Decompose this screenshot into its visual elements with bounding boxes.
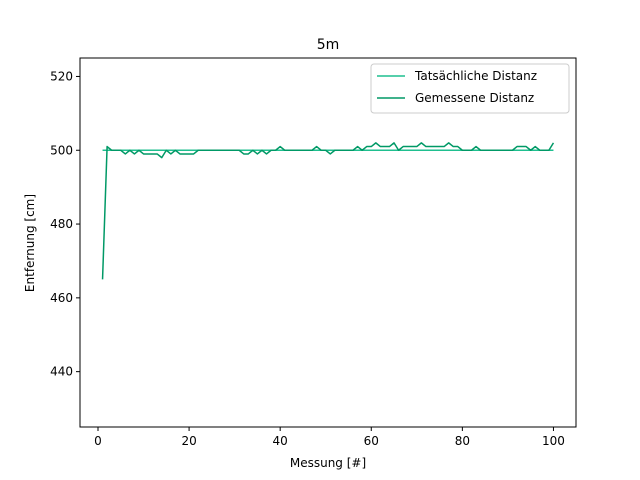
- x-tick-label: 0: [94, 434, 102, 448]
- legend-box: [370, 63, 570, 114]
- y-tick-label: 440: [50, 365, 73, 379]
- x-tick-label: 20: [181, 434, 196, 448]
- y-tick-label: 480: [50, 217, 73, 231]
- x-axis-label: Messung [#]: [290, 456, 366, 470]
- series-line-2: [101, 142, 555, 280]
- y-axis-label: Entfernung [cm]: [23, 194, 37, 292]
- plot-frame: [79, 57, 577, 428]
- legend: Tatsächliche Distanz Gemessene Distanz: [370, 63, 570, 114]
- x-tick-label: 60: [364, 434, 379, 448]
- y-tick-label: 460: [50, 291, 73, 305]
- x-tick-label: 40: [273, 434, 288, 448]
- plot-lines: [101, 142, 555, 280]
- x-tick-label: 100: [542, 434, 565, 448]
- legend-label-2: Gemessene Distanz: [415, 91, 534, 105]
- chart-title: 5m: [317, 37, 340, 53]
- x-tick-label: 80: [455, 434, 470, 448]
- y-tick-label: 500: [50, 143, 73, 157]
- x-axis: 0 20 40 60 80 100: [94, 427, 565, 448]
- y-axis: 440 460 480 500 520: [50, 69, 80, 379]
- legend-label-1: Tatsächliche Distanz: [414, 69, 537, 83]
- y-tick-label: 520: [50, 69, 73, 83]
